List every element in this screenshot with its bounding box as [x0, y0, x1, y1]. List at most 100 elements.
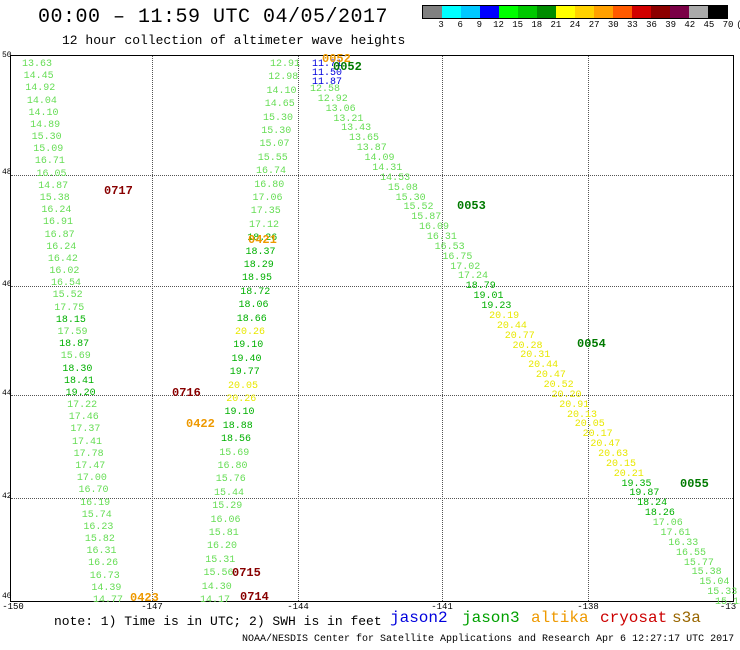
wave-height-value: 16.06 [210, 514, 241, 526]
map-area [10, 55, 734, 602]
wave-height-value: 18.29 [243, 260, 274, 271]
map-subtitle: 12 hour collection of altimeter wave hei… [62, 33, 406, 48]
latitude-gridline [11, 175, 733, 176]
wave-height-value: 17.24 [457, 271, 488, 283]
longitude-label: -141 [431, 602, 453, 612]
legend-s3a: s3a [672, 609, 701, 627]
wave-height-value: 16.80 [254, 179, 285, 191]
longitude-label: -147 [141, 602, 163, 612]
wave-height-value: 16.24 [46, 241, 77, 253]
legend-cryosat: cryosat [600, 609, 668, 627]
longitude-label: -13 [719, 602, 737, 612]
wave-height-value: 16.42 [47, 253, 78, 265]
wave-height-value: 19.01 [473, 291, 504, 303]
wave-height-value: 15.87 [411, 212, 442, 224]
color-swatch [689, 6, 708, 18]
wave-height-value: 16.70 [78, 485, 109, 497]
wave-height-value: 14.09 [364, 153, 395, 165]
wave-height-value: 18.24 [637, 498, 668, 510]
longitude-gridline [442, 56, 443, 601]
wave-height-value: 12.92 [317, 93, 348, 105]
wave-height-value: 20.05 [574, 419, 605, 431]
wave-height-value: 15.52 [403, 202, 434, 214]
map-title: 00:00 – 11:59 UTC 04/05/2017 [38, 6, 389, 29]
wave-height-value: 20.44 [496, 320, 527, 332]
wave-height-value: 14.04 [26, 95, 57, 107]
color-swatch [594, 6, 613, 18]
wave-height-value: 14.39 [91, 582, 122, 594]
wave-height-value: 13.43 [341, 123, 372, 135]
color-scale-label: 42 [684, 20, 696, 30]
wave-height-value: 14.10 [28, 107, 59, 119]
wave-height-value: 18.87 [59, 339, 90, 351]
wave-height-value: 11.71 [312, 59, 343, 70]
color-scale-label: 3 [438, 20, 444, 30]
wave-height-value: 18.72 [240, 286, 271, 298]
wave-height-value: 19.10 [224, 407, 255, 419]
wave-height-value: 14.92 [25, 83, 56, 95]
wave-height-value: 13.63 [22, 59, 53, 70]
color-swatch [461, 6, 480, 18]
pass-time-label: 0714 [240, 590, 269, 604]
wave-height-value: 14.17 [200, 595, 231, 606]
wave-height-value: 15.12 [715, 597, 740, 608]
wave-height-value: 16.87 [44, 229, 75, 241]
color-scale-label: (ft) [736, 20, 740, 30]
color-swatch [670, 6, 689, 18]
color-swatch [480, 6, 499, 18]
pass-time-label: 0423 [130, 591, 159, 605]
color-scale-label: 6 [457, 20, 463, 30]
pass-time-label: 0052 [333, 60, 362, 74]
pass-time-label: 0054 [577, 337, 606, 351]
latitude-label: 46 [2, 280, 12, 289]
color-swatch [537, 6, 556, 18]
wave-height-value: 15.30 [395, 192, 426, 204]
color-scale-label: 24 [569, 20, 581, 30]
color-scale-label: 70 [722, 20, 734, 30]
wave-height-value: 15.55 [257, 152, 288, 164]
wave-height-value: 18.56 [221, 434, 252, 446]
wave-height-value: 12.91 [270, 59, 301, 70]
wave-height-value: 20.19 [489, 310, 520, 322]
pass-time-label: 0421 [248, 233, 277, 247]
latitude-gridline [11, 395, 733, 396]
wave-height-value: 18.95 [242, 273, 273, 285]
color-scale-label: 39 [665, 20, 677, 30]
wave-height-value: 17.47 [75, 461, 106, 472]
wave-height-value: 20.31 [520, 350, 551, 362]
longitude-label: -144 [287, 602, 309, 612]
color-scale-label: 9 [476, 20, 483, 30]
legend-jason3: jason3 [462, 609, 520, 627]
wave-height-value: 18.26 [247, 233, 278, 245]
wave-height-value: 15.07 [259, 139, 290, 151]
wave-height-value: 16.55 [676, 547, 707, 559]
wave-height-value: 15.30 [261, 126, 292, 137]
latitude-label: 50 [2, 51, 12, 60]
wave-height-value: 17.37 [70, 424, 101, 436]
wave-height-value: 15.69 [219, 447, 250, 459]
color-swatch [575, 6, 594, 18]
color-scale-label: 15 [512, 20, 524, 30]
wave-height-value: 17.78 [73, 448, 104, 460]
wave-height-value: 14.31 [372, 162, 403, 174]
color-swatch [442, 6, 461, 18]
color-scale-bar [422, 5, 728, 19]
wave-height-value: 15.29 [212, 501, 243, 513]
color-swatch [518, 6, 537, 18]
wave-height-value: 13.87 [356, 143, 387, 155]
color-scale-label: 36 [646, 20, 657, 30]
wave-height-value: 15.04 [699, 577, 730, 589]
pass-time-label: 0052 [322, 52, 351, 66]
pass-time-label: 0717 [104, 184, 133, 198]
wave-height-value: 15.30 [31, 132, 62, 144]
wave-height-value: 18.26 [644, 508, 675, 520]
wave-height-value: 17.02 [450, 261, 481, 273]
wave-height-value: 16.91 [42, 217, 73, 229]
units-note: note: 1) Time is in UTC; 2) SWH is in fe… [54, 614, 382, 629]
wave-height-value: 20.77 [504, 330, 535, 342]
wave-height-value: 20.47 [590, 439, 621, 451]
wave-height-value: 15.09 [33, 144, 64, 156]
wave-height-value: 17.59 [57, 327, 88, 338]
